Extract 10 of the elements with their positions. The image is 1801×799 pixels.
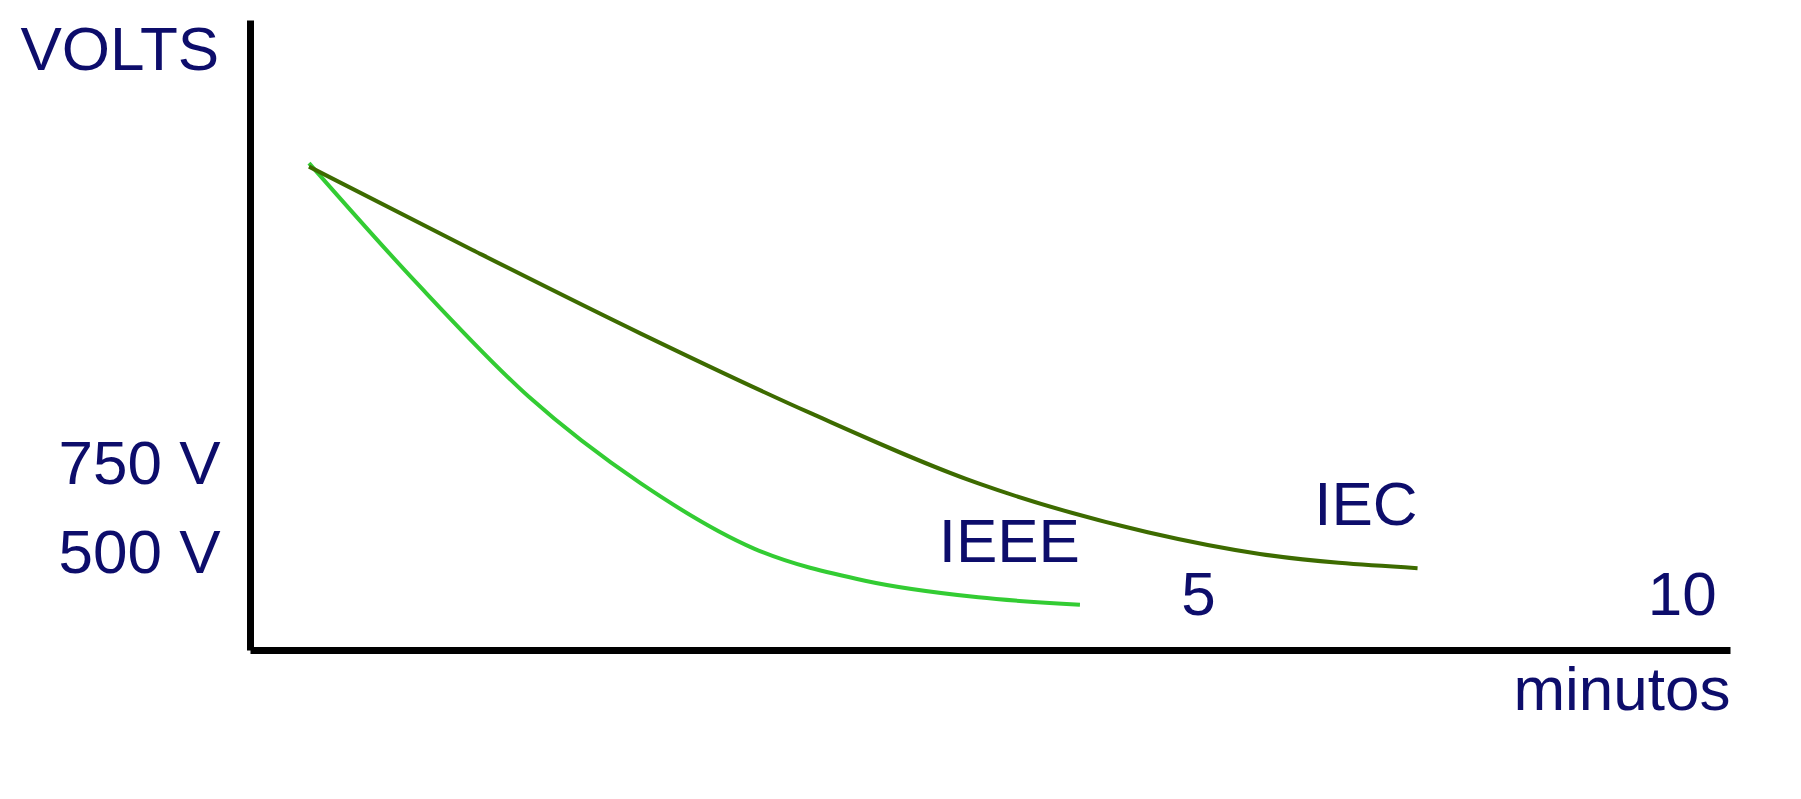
x-tick-label: 5 [1181, 558, 1216, 628]
line-series [307, 161, 1082, 607]
y-tick-label: 750 V [58, 428, 222, 498]
y-axis-title: VOLTS [20, 13, 220, 83]
x-axis-title: minutos [1513, 653, 1731, 723]
series-label: IEEE [938, 505, 1080, 575]
series-label: IEC [1314, 469, 1418, 539]
y-tick-label: 500 V [58, 517, 222, 587]
x-tick-label: 10 [1647, 558, 1717, 628]
line-series [307, 164, 1420, 571]
